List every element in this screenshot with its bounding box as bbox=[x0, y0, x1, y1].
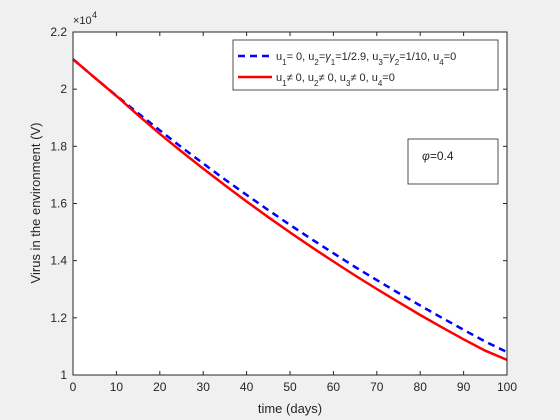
legend-1-part-8: =0 bbox=[382, 72, 395, 84]
legend-0-part-3: 2 bbox=[314, 58, 319, 67]
x-tick-label-0: 0 bbox=[70, 380, 77, 394]
legend-0-part-2: = 0, u bbox=[287, 51, 315, 63]
x-tick-label-7: 70 bbox=[370, 380, 384, 394]
legend-1-part-2: ≠ 0, u bbox=[287, 72, 314, 84]
x-tick-label-2: 20 bbox=[153, 380, 167, 394]
y-tick-label-3: 1.6 bbox=[50, 197, 67, 211]
y-tick-label-1: 1.2 bbox=[50, 311, 67, 325]
legend-1-part-5: 3 bbox=[346, 79, 351, 88]
legend-0-part-6: 1 bbox=[331, 58, 336, 67]
legend-0-part-13: 4 bbox=[439, 58, 444, 67]
series-line-1 bbox=[72, 58, 508, 362]
y-tick-label-0: 1 bbox=[60, 368, 67, 382]
legend-label-1: u1≠ 0, u2≠ 0, u3≠ 0, u4=0 bbox=[276, 72, 395, 88]
legend-0-part-7: =1/2.9, u bbox=[335, 51, 378, 63]
y-axis-label: Virus in the environment (V) bbox=[28, 123, 43, 284]
y-tick-label-2: 1.4 bbox=[50, 254, 67, 268]
legend-0-part-10: γ bbox=[389, 51, 396, 63]
legend-0-part-11: 2 bbox=[395, 58, 400, 67]
x-tick-label-8: 80 bbox=[414, 380, 428, 394]
x-tick-label-5: 50 bbox=[283, 380, 297, 394]
annotation-text: φ=0.4 bbox=[422, 149, 454, 163]
x-tick-label-4: 40 bbox=[240, 380, 254, 394]
exponent-label: ×10 4 bbox=[73, 10, 97, 27]
legend-0-part-9: = bbox=[383, 51, 389, 63]
legend-1-part-0: u bbox=[276, 72, 282, 84]
legend-0-part-4: = bbox=[319, 51, 325, 63]
x-tick-label-9: 90 bbox=[457, 380, 471, 394]
x-tick-label-6: 60 bbox=[327, 380, 341, 394]
legend-1-part-7: 4 bbox=[378, 79, 383, 88]
y-tick-label-6: 2.2 bbox=[50, 25, 67, 39]
legend-label-0: u1= 0, u2=γ1=1/2.9, u3=γ2=1/10, u4=0 bbox=[276, 51, 456, 67]
legend-0-part-5: γ bbox=[325, 51, 332, 63]
legend-0-part-14: =0 bbox=[444, 51, 457, 63]
ticks-layer: 0 10 20 30 40 50 60 70 80 90 100 1 1.2 1.4 1.6 1.8 2 2.2 bbox=[50, 25, 517, 394]
legend-1-part-1: 1 bbox=[282, 79, 287, 88]
legend-box bbox=[232, 39, 499, 91]
series-layer bbox=[72, 58, 508, 362]
legend-0-part-8: 3 bbox=[378, 58, 383, 67]
legend-0-part-1: 1 bbox=[282, 58, 287, 67]
legend: u1= 0, u2=γ1=1/2.9, u3=γ2=1/10, u4=0 u1≠… bbox=[232, 39, 499, 91]
x-tick-label-10: 100 bbox=[497, 380, 517, 394]
legend-0-part-12: =1/10, u bbox=[399, 51, 439, 63]
legend-0-part-0: u bbox=[276, 51, 282, 63]
y-tick-label-5: 2 bbox=[60, 82, 67, 96]
exponent-power: 4 bbox=[92, 10, 97, 20]
legend-1-part-6: ≠ 0, u bbox=[350, 72, 377, 84]
x-tick-label-1: 10 bbox=[110, 380, 124, 394]
legend-1-part-3: 2 bbox=[314, 79, 319, 88]
annotation: φ=0.4 bbox=[407, 138, 499, 185]
legend-1-part-4: ≠ 0, u bbox=[318, 72, 345, 84]
annotation-symbol: φ bbox=[422, 149, 430, 163]
annotation-value: =0.4 bbox=[430, 149, 454, 163]
x-axis-label: time (days) bbox=[258, 401, 322, 416]
y-tick-label-4: 1.8 bbox=[50, 139, 67, 153]
exponent-base: ×10 bbox=[73, 15, 92, 27]
x-tick-label-3: 30 bbox=[197, 380, 211, 394]
annotation-box bbox=[407, 138, 499, 185]
